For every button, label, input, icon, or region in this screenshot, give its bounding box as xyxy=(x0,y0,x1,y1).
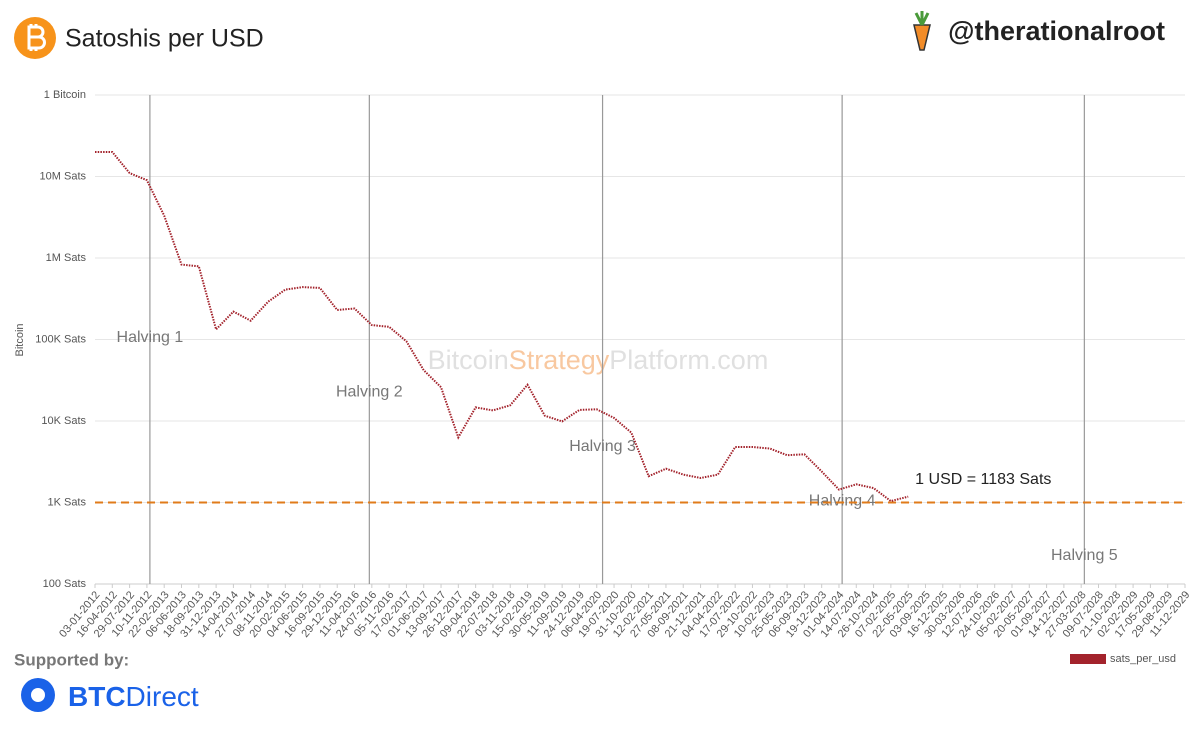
halving-label: Halving 1 xyxy=(117,329,184,346)
legend-label: sats_per_usd xyxy=(1110,653,1176,665)
legend-swatch xyxy=(1070,654,1106,664)
y-tick-label: 1K Sats xyxy=(47,496,86,508)
sponsor-part: Direct xyxy=(126,681,199,712)
y-tick-label: 100 Sats xyxy=(43,578,87,590)
y-tick-label: 1 Bitcoin xyxy=(44,89,86,101)
bitcoin-symbol xyxy=(27,24,46,51)
y-tick-label: 1M Sats xyxy=(46,252,87,264)
y-tick-label: 10M Sats xyxy=(40,170,87,182)
carrot-icon xyxy=(913,11,931,51)
sponsor-part: BTC xyxy=(68,681,126,712)
header: Satoshis per USD @therationalroot xyxy=(14,11,1165,59)
annotation: 1 USD = 1183 Sats xyxy=(915,471,1051,488)
watermark-part: Bitcoin xyxy=(428,345,509,375)
watermark-part: Strategy xyxy=(509,345,610,375)
y-tick-label: 10K Sats xyxy=(41,415,86,427)
y-tick-label: 100K Sats xyxy=(35,333,86,345)
halving-label: Halving 3 xyxy=(569,438,636,455)
sponsor-logo-inner xyxy=(31,688,45,702)
watermark-part: Platform.com xyxy=(609,345,768,375)
supported-by: Supported by: xyxy=(14,650,129,669)
footer: Supported by: BTCDirect xyxy=(14,650,199,712)
watermark: BitcoinStrategyPlatform.com xyxy=(428,345,769,375)
halving-label: Halving 5 xyxy=(1051,547,1118,564)
data-line xyxy=(95,151,909,503)
title: Satoshis per USD xyxy=(65,25,264,53)
halving-label: Halving 2 xyxy=(336,384,403,401)
y-axis-label: Bitcoin xyxy=(14,323,26,356)
handle: @therationalroot xyxy=(948,16,1165,46)
sponsor-name: BTCDirect xyxy=(68,681,199,712)
halving-label: Halving 4 xyxy=(809,493,876,510)
